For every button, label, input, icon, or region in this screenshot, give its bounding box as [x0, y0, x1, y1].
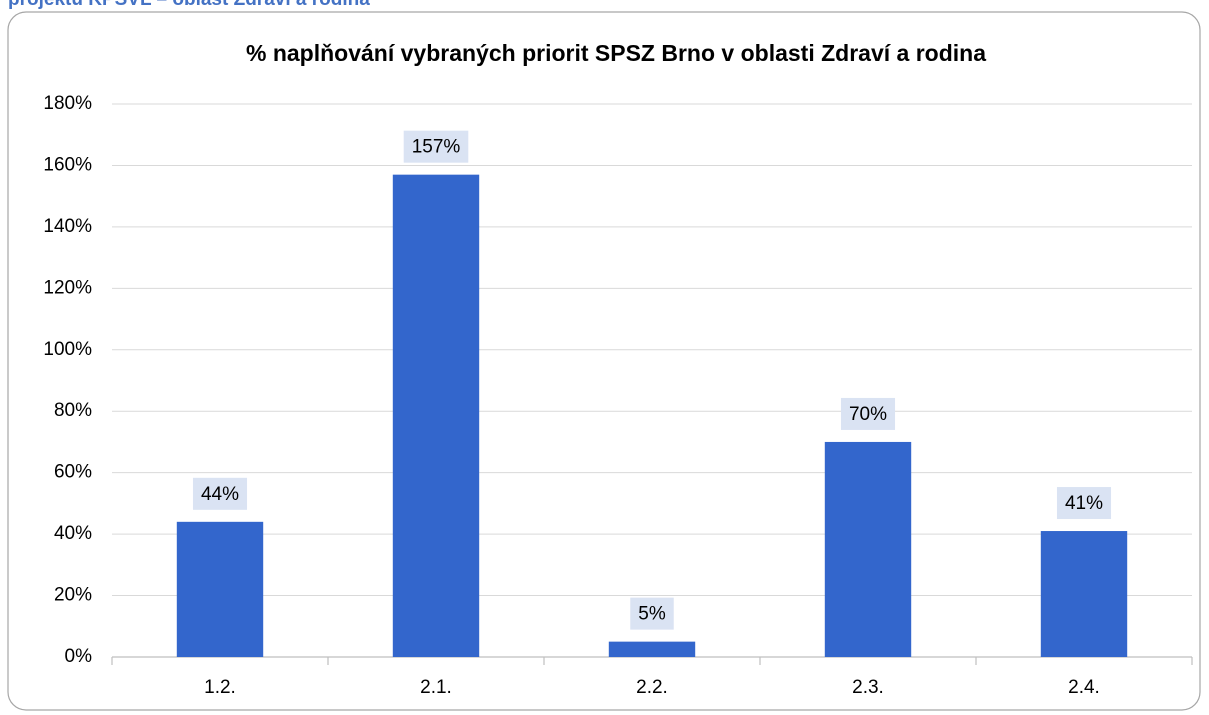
y-tick-label: 140%	[43, 216, 92, 237]
data-label-bg	[1056, 487, 1112, 520]
data-label-bg	[403, 130, 469, 163]
chart-title: % naplňování vybraných priorit SPSZ Brno…	[246, 40, 986, 66]
data-label: 44%	[201, 484, 239, 505]
data-label-bg	[192, 477, 248, 510]
x-tick-label: 1.2.	[204, 677, 236, 698]
data-label: 41%	[1065, 493, 1103, 514]
y-tick-label: 20%	[54, 585, 92, 606]
data-label-bg	[630, 597, 674, 630]
data-label-bg	[840, 397, 896, 430]
y-tick-label: 80%	[54, 400, 92, 421]
x-tick-label: 2.4.	[1068, 677, 1100, 698]
data-label: 5%	[638, 604, 666, 625]
y-tick-label: 180%	[43, 93, 92, 114]
x-tick-label: 2.2.	[636, 677, 668, 698]
section-heading: projektu KPSVL – oblast Zdraví a rodina	[8, 0, 370, 10]
data-label: 70%	[849, 404, 887, 425]
data-label: 157%	[412, 137, 461, 158]
y-tick-label: 120%	[43, 277, 92, 298]
x-tick-label: 2.3.	[852, 677, 884, 698]
bar	[608, 641, 696, 657]
bar	[392, 174, 480, 657]
y-tick-label: 0%	[65, 646, 93, 667]
bar	[176, 521, 264, 657]
y-tick-label: 40%	[54, 523, 92, 544]
x-tick-label: 2.1.	[420, 677, 452, 698]
y-tick-label: 100%	[43, 339, 92, 360]
y-tick-label: 160%	[43, 154, 92, 175]
bar	[824, 441, 912, 657]
y-tick-label: 60%	[54, 462, 92, 483]
bar	[1040, 531, 1128, 657]
